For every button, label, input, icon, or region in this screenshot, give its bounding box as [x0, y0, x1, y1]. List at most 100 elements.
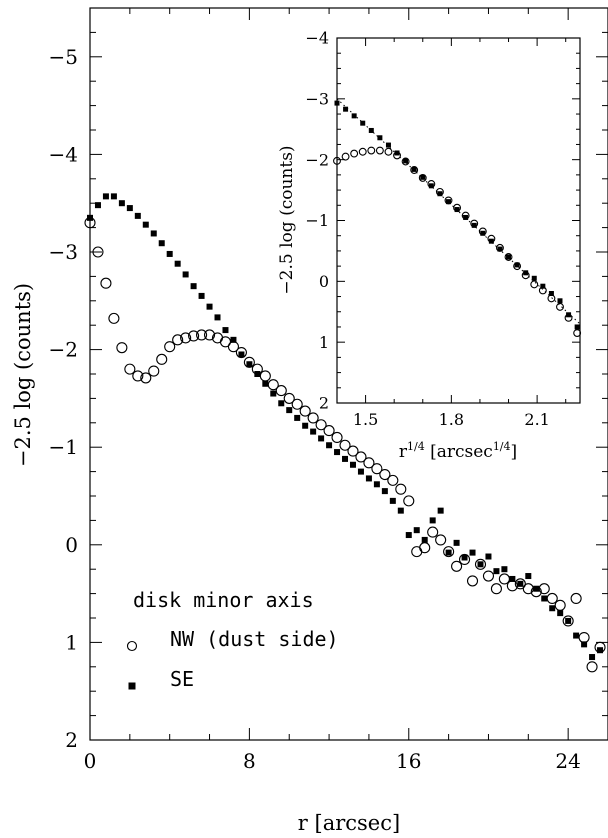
nw-data-point	[188, 330, 200, 342]
nw-data-point	[299, 405, 311, 417]
nw-data-point	[350, 149, 359, 158]
se-data-point	[506, 254, 512, 260]
nw-data-point	[562, 615, 574, 627]
nw-data-point	[203, 329, 216, 341]
se-data-point	[597, 647, 604, 654]
nw-data-point	[401, 157, 410, 166]
se-data-point	[394, 150, 400, 156]
se-data-point	[343, 106, 349, 112]
nw-data-point	[556, 302, 564, 311]
se-data-point	[342, 455, 349, 462]
nw-data-point	[375, 146, 384, 155]
nw-data-point	[427, 526, 439, 538]
nw-data-point	[466, 575, 479, 587]
main-chart: 0 8 16 24 −5 −4 −3 −2 −1 0 1 2 r [arcsec] −2.5 log …	[11, 7, 608, 835]
nw-data-point	[379, 468, 391, 481]
nw-data-point	[395, 483, 407, 495]
se-data-point	[360, 120, 366, 126]
nw-data-point	[443, 546, 455, 558]
se-data-point	[497, 246, 503, 252]
se-data-point	[190, 283, 197, 290]
se-data-point	[531, 275, 537, 281]
se-data-point	[509, 575, 516, 582]
se-data-point	[318, 435, 325, 442]
se-data-point	[368, 127, 374, 133]
nw-data-point	[586, 661, 598, 673]
se-data-point	[488, 238, 494, 244]
se-data-point	[548, 291, 554, 296]
se-data-point	[254, 371, 261, 377]
y-tick-label: −1	[49, 435, 78, 459]
se-data-point	[302, 422, 309, 429]
se-data-point	[270, 390, 277, 397]
nw-data-point	[172, 334, 184, 346]
se-data-point	[102, 193, 109, 200]
se-data-point	[373, 481, 380, 488]
se-data-point	[420, 174, 426, 180]
se-data-point	[557, 610, 564, 617]
se-data-point	[411, 166, 417, 172]
nw-data-point	[243, 356, 255, 368]
nw-data-point	[148, 365, 160, 377]
nw-data-point	[387, 474, 399, 486]
se-data-point	[403, 158, 409, 164]
nw-data-point	[371, 463, 383, 475]
se-data-point	[246, 361, 253, 368]
se-data-point	[206, 303, 213, 310]
se-data-point	[397, 507, 404, 514]
se-data-point	[471, 222, 477, 228]
nw-data-point	[164, 341, 176, 353]
se-data-point	[134, 212, 141, 219]
nw-data-point	[403, 495, 415, 507]
nw-data-point	[341, 152, 350, 161]
main-axis-ticks	[89, 7, 608, 741]
se-data-point	[517, 580, 524, 587]
inset-data-points	[333, 100, 582, 337]
main-data-points	[84, 193, 606, 673]
nw-data-point	[116, 342, 128, 354]
x-tick-label: 8	[243, 749, 256, 773]
nw-data-point	[546, 592, 558, 605]
se-data-point	[573, 632, 580, 639]
se-data-point	[454, 207, 460, 213]
se-data-point	[389, 497, 396, 504]
se-data-point	[405, 532, 412, 539]
legend: disk minor axis NW (dust side) SE	[126, 588, 339, 691]
y-tick-label: −3	[49, 240, 78, 264]
se-data-point	[574, 324, 580, 330]
se-data-point	[87, 214, 93, 221]
nw-data-point	[482, 570, 495, 582]
nw-data-point	[474, 558, 487, 570]
nw-data-point	[275, 385, 287, 397]
y-tick-label: 0	[65, 533, 78, 557]
se-data-point	[541, 595, 548, 602]
se-data-point	[437, 191, 443, 197]
se-data-point	[278, 400, 285, 407]
se-data-point	[238, 351, 245, 358]
y-tick-label: 2	[319, 394, 329, 413]
legend-label-nw: NW (dust side)	[170, 627, 339, 651]
se-data-point	[461, 554, 468, 561]
main-tick-labels: 0 8 16 24 −5 −4 −3 −2 −1 0 1 2	[49, 45, 581, 773]
nw-data-point	[363, 457, 375, 469]
legend-marker-se	[128, 682, 136, 690]
x-tick-label: 1.5	[353, 410, 378, 429]
se-data-point	[428, 183, 434, 189]
se-data-point	[385, 142, 391, 148]
nw-data-point	[323, 425, 335, 437]
se-data-point	[198, 292, 205, 299]
x-tick-label: 2.1	[524, 410, 549, 429]
se-data-point	[381, 488, 388, 495]
se-data-point	[413, 527, 420, 534]
se-data-point	[469, 549, 476, 556]
se-data-point	[514, 262, 520, 268]
legend-label-se: SE	[170, 667, 194, 691]
nw-data-point	[156, 353, 168, 365]
nw-data-point	[235, 346, 247, 359]
legend-title: disk minor axis	[133, 588, 314, 612]
nw-data-point	[578, 631, 590, 644]
nw-data-point	[100, 277, 112, 289]
y-tick-label: 0	[319, 272, 329, 291]
y-tick-label: −4	[49, 142, 78, 166]
